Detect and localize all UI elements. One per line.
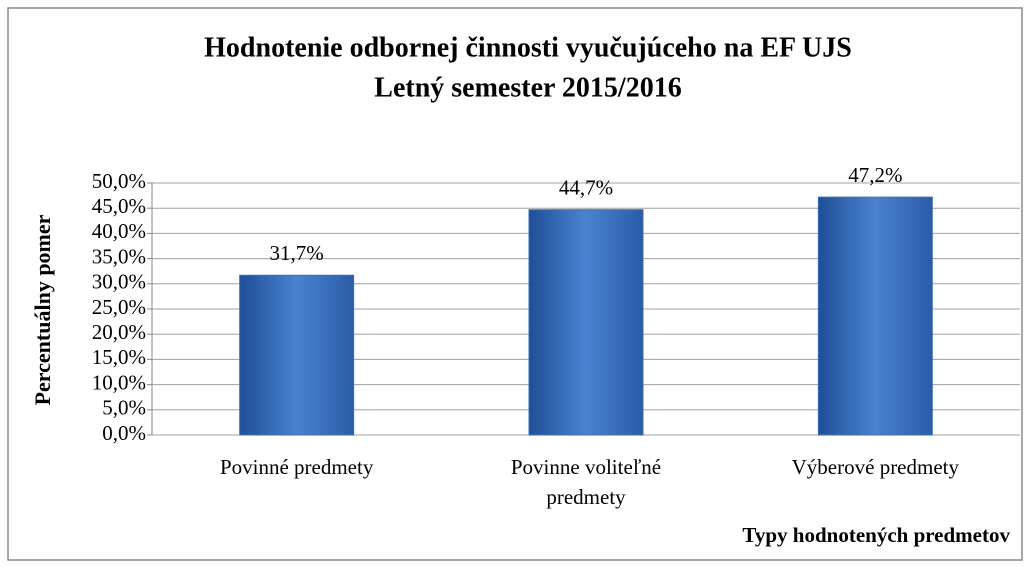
x-axis-label: Typy hodnotených predmetov: [742, 523, 1010, 547]
y-tick-label: 10,0%: [92, 370, 146, 394]
data-label: 31,7%: [270, 241, 324, 265]
y-tick-label: 30,0%: [92, 270, 146, 294]
y-tick-label: 40,0%: [92, 219, 146, 243]
bar: [817, 196, 933, 436]
data-label: 47,2%: [848, 163, 902, 187]
y-axis-label: Percentuálny pomer: [30, 214, 55, 405]
y-tick-label: 50,0%: [92, 169, 146, 193]
bar: [239, 274, 355, 436]
chart-subtitle: Letný semester 2015/2016: [374, 72, 681, 103]
x-tick-label: Povinné predmety: [219, 455, 374, 479]
data-label: 44,7%: [559, 176, 613, 200]
x-tick-label: Výberové predmety: [791, 455, 959, 479]
bar: [528, 209, 644, 436]
y-tick-label: 35,0%: [92, 244, 146, 268]
y-tick-label: 20,0%: [92, 320, 146, 344]
y-tick-label: 25,0%: [92, 295, 146, 319]
y-tick-label: 15,0%: [92, 345, 146, 369]
y-tick-label: 45,0%: [92, 194, 146, 218]
y-tick-label: 0,0%: [102, 421, 146, 445]
x-tick-label: Povinne voliteľné predmety: [510, 455, 662, 509]
y-tick-label: 5,0%: [102, 396, 146, 420]
chart-border: [7, 7, 1023, 561]
chart-title: Hodnotenie odbornej činnosti vyučujúceho…: [204, 32, 852, 63]
